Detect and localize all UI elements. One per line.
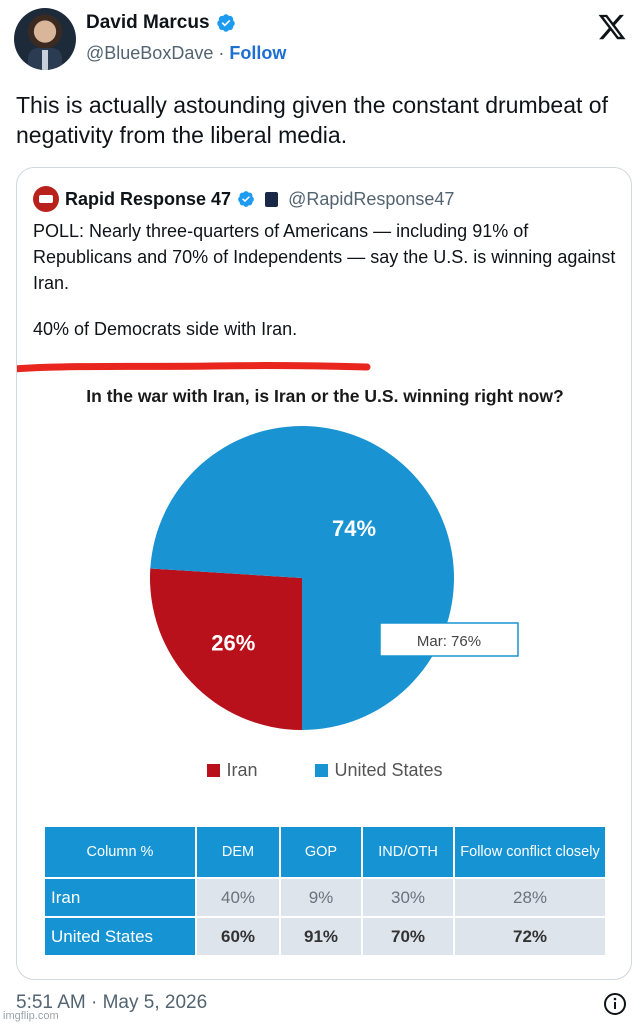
quoted-paragraph-2: 40% of Democrats side with Iran.: [33, 319, 298, 339]
table-header-row: Column % DEM GOP IND/OTH Follow conflict…: [45, 827, 605, 877]
info-icon[interactable]: [603, 992, 627, 1016]
chart-title: In the war with Iran, is Iran or the U.S…: [86, 386, 564, 406]
tweet-header: David Marcus @BlueBoxDave · Follow: [0, 0, 641, 80]
author-handle[interactable]: @BlueBoxDave: [86, 43, 214, 63]
chart-legend: Iran United States: [17, 760, 631, 781]
table-cell: 40%: [197, 879, 279, 916]
table-row: United States 60% 91% 70% 72%: [45, 918, 605, 955]
table-row-label: Iran: [45, 879, 195, 916]
table-cell: 70%: [363, 918, 453, 955]
pie-annotation: Mar: 76%: [379, 622, 519, 657]
author-name-row: David Marcus: [86, 12, 236, 34]
quoted-handle[interactable]: @RapidResponse47: [288, 188, 455, 209]
legend-item-iran: Iran: [207, 760, 257, 781]
table-header: DEM: [197, 827, 279, 877]
tweet-timestamp[interactable]: 5:51 AM · May 5, 2026: [16, 992, 208, 1013]
annotation-text: Mar: 76%: [417, 633, 481, 650]
table-header: GOP: [281, 827, 361, 877]
handle-separator: ·: [218, 43, 225, 63]
government-badge-icon: [265, 191, 279, 207]
table-cell: 91%: [281, 918, 361, 955]
legend-swatch-iran: [207, 764, 221, 777]
watermark: imgflip.com: [3, 1010, 59, 1022]
x-logo-icon[interactable]: [597, 12, 627, 42]
table-cell: 60%: [197, 918, 279, 955]
table-header: Follow conflict closely: [455, 827, 605, 877]
pie-label-united-states: 74%: [332, 516, 376, 541]
pie-slice-united-states: [150, 426, 455, 730]
legend-label-iran: Iran: [226, 760, 258, 780]
pie-chart: 26% 74% Mar: 76%: [150, 426, 519, 730]
annotation-box: [379, 622, 519, 657]
author-handle-row: @BlueBoxDave · Follow: [86, 43, 286, 64]
author-avatar[interactable]: [14, 8, 76, 70]
quoted-verified-badge-icon: [238, 191, 254, 207]
table-row: Iran 40% 9% 30% 28%: [45, 879, 605, 916]
quoted-paragraph-1: POLL: Nearly three-quarters of Americans…: [33, 221, 616, 293]
table-header: IND/OTH: [363, 827, 453, 877]
quoted-body: POLL: Nearly three-quarters of Americans…: [33, 218, 618, 342]
poll-table: Column % DEM GOP IND/OTH Follow conflict…: [43, 825, 607, 957]
pie-label-iran: 26%: [211, 631, 255, 656]
table-cell: 9%: [281, 879, 361, 916]
quoted-display-name[interactable]: Rapid Response 47: [65, 188, 232, 209]
quoted-header: Rapid Response 47 @RapidResponse47: [33, 186, 454, 212]
follow-button[interactable]: Follow: [229, 43, 287, 63]
legend-label-united-states: United States: [334, 760, 443, 780]
table-cell: 30%: [363, 879, 453, 916]
pie-slice-iran: [150, 568, 302, 730]
verified-badge-icon: [216, 14, 235, 32]
red-underline-mark: [17, 362, 371, 373]
table-row-label: United States: [45, 918, 195, 955]
legend-swatch-united-states: [315, 764, 329, 777]
legend-item-united-states: United States: [315, 760, 443, 781]
quoted-avatar[interactable]: [33, 186, 59, 212]
quoted-tweet-card[interactable]: Rapid Response 47 @RapidResponse47 POLL:…: [16, 167, 632, 980]
table-cell: 28%: [455, 879, 605, 916]
table-cell: 72%: [455, 918, 605, 955]
tweet-text: This is actually astounding given the co…: [16, 92, 608, 148]
table-header: Column %: [45, 827, 195, 877]
author-display-name[interactable]: David Marcus: [86, 12, 210, 33]
